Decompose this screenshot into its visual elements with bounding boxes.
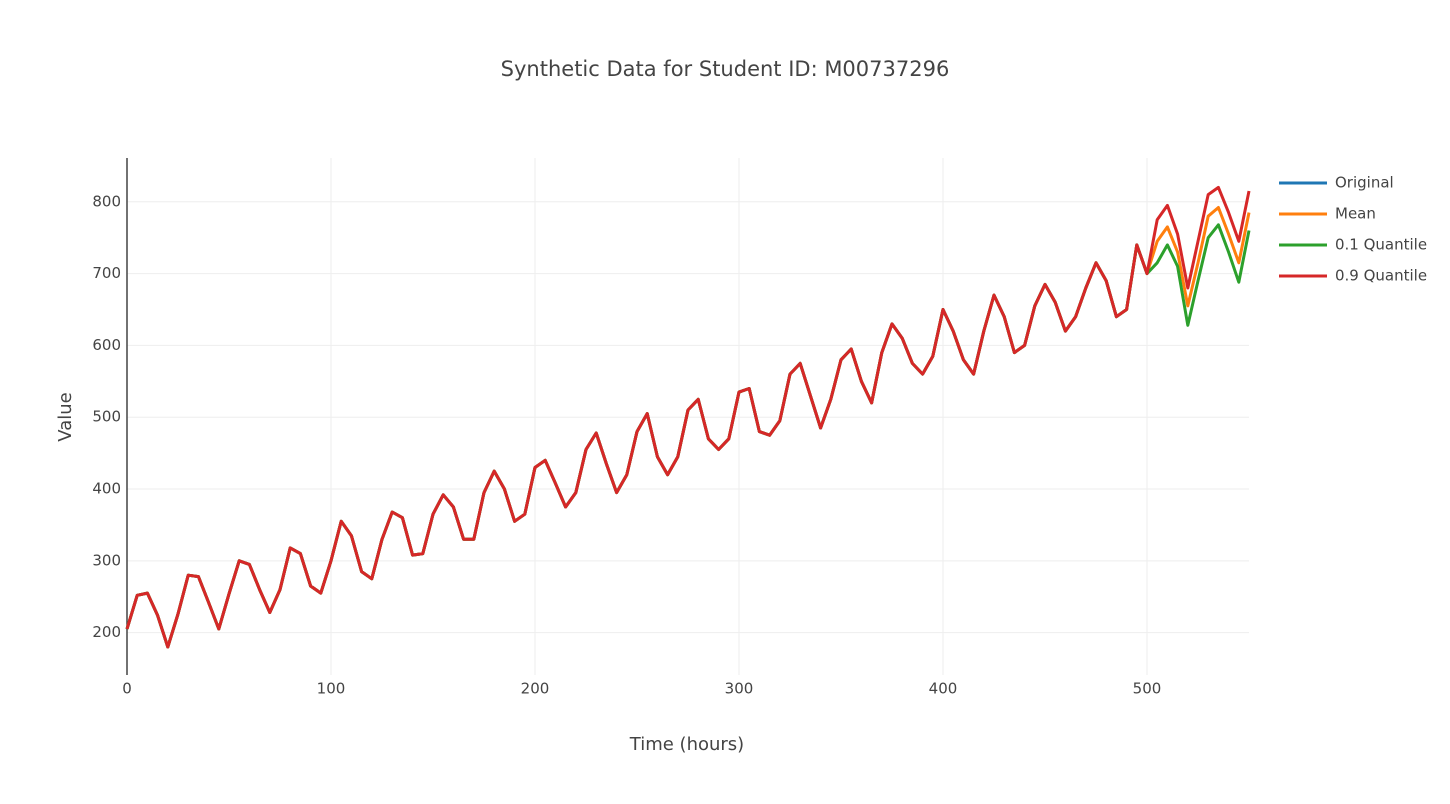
- x-tick-label: 100: [317, 680, 346, 698]
- x-tick-label: 500: [1133, 680, 1162, 698]
- legend-label: 0.9 Quantile: [1335, 267, 1427, 285]
- legend-label: 0.1 Quantile: [1335, 236, 1427, 254]
- y-tick-label: 200: [92, 623, 121, 641]
- y-tick-label: 500: [92, 408, 121, 426]
- y-tick-label: 400: [92, 480, 121, 498]
- y-axis-title: Value: [55, 392, 76, 441]
- y-tick-label: 600: [92, 336, 121, 354]
- chart-title: Synthetic Data for Student ID: M00737296: [501, 57, 950, 81]
- x-tick-label: 0: [122, 680, 132, 698]
- x-tick-label: 200: [521, 680, 550, 698]
- y-tick-label: 700: [92, 264, 121, 282]
- y-tick-label: 800: [92, 192, 121, 210]
- x-tick-label: 400: [929, 680, 958, 698]
- data-line: [125, 185, 1251, 649]
- legend-label: Original: [1335, 174, 1394, 192]
- data-line: [125, 223, 1251, 649]
- y-tick-label: 300: [92, 551, 121, 569]
- legend-label: Mean: [1335, 205, 1376, 223]
- x-axis-title: Time (hours): [629, 734, 744, 755]
- x-tick-label: 300: [725, 680, 754, 698]
